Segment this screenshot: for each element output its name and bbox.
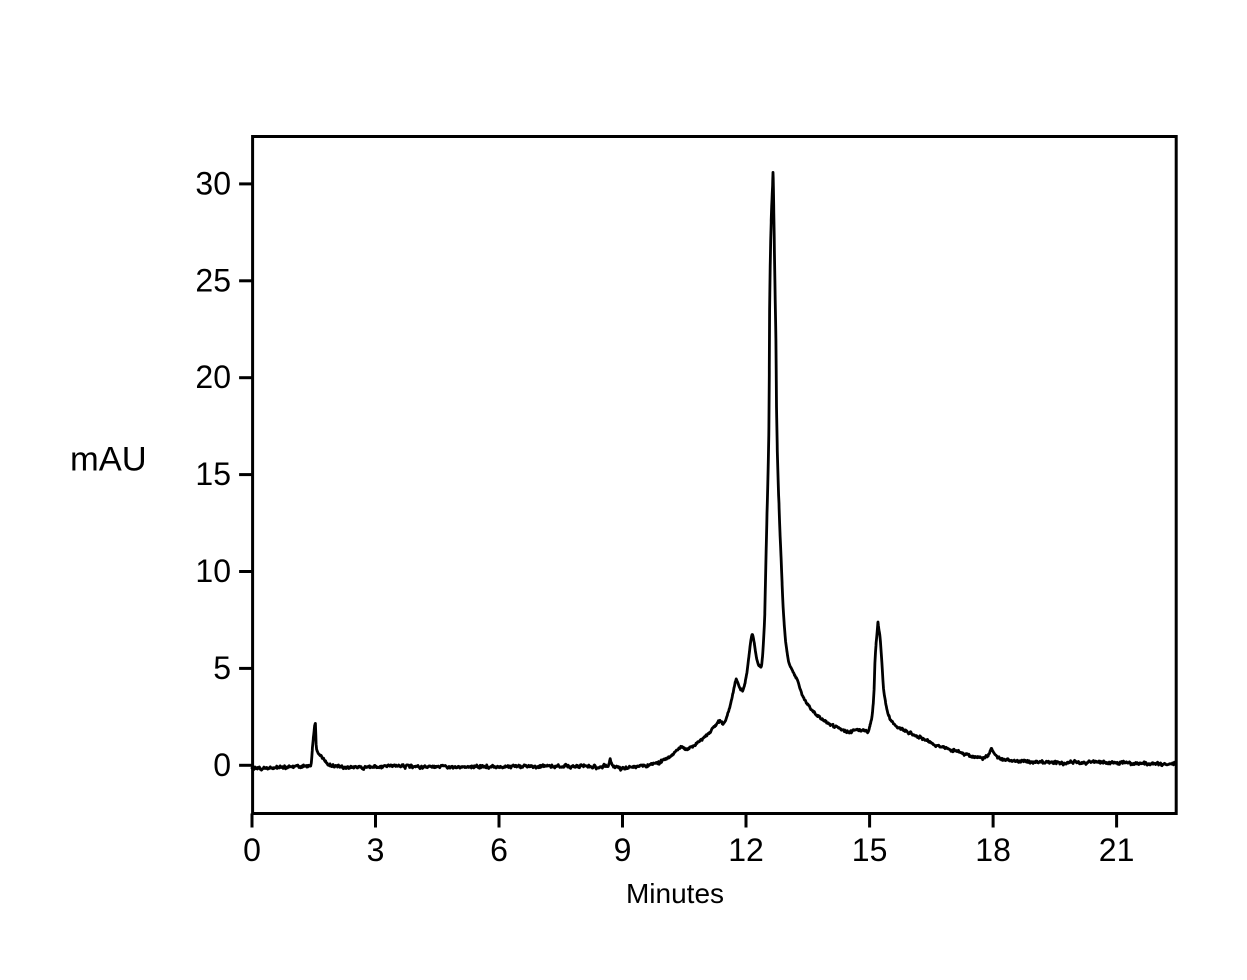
- svg-text:15: 15: [852, 832, 888, 868]
- svg-text:20: 20: [195, 359, 231, 395]
- svg-text:25: 25: [195, 262, 231, 298]
- svg-text:mAU: mAU: [70, 441, 147, 479]
- svg-text:18: 18: [975, 832, 1011, 868]
- svg-text:0: 0: [243, 832, 261, 868]
- svg-text:12: 12: [728, 832, 764, 868]
- svg-text:15: 15: [195, 456, 231, 492]
- svg-text:0: 0: [213, 747, 231, 783]
- svg-text:10: 10: [195, 553, 231, 589]
- svg-text:3: 3: [367, 832, 385, 868]
- svg-text:5: 5: [213, 650, 231, 686]
- svg-text:6: 6: [490, 832, 508, 868]
- svg-text:21: 21: [1099, 832, 1135, 868]
- svg-text:30: 30: [195, 165, 231, 201]
- svg-text:Minutes: Minutes: [626, 878, 724, 909]
- svg-text:9: 9: [614, 832, 632, 868]
